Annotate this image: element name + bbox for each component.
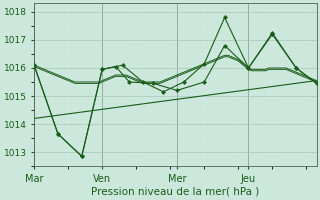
X-axis label: Pression niveau de la mer( hPa ): Pression niveau de la mer( hPa ) bbox=[91, 187, 260, 197]
